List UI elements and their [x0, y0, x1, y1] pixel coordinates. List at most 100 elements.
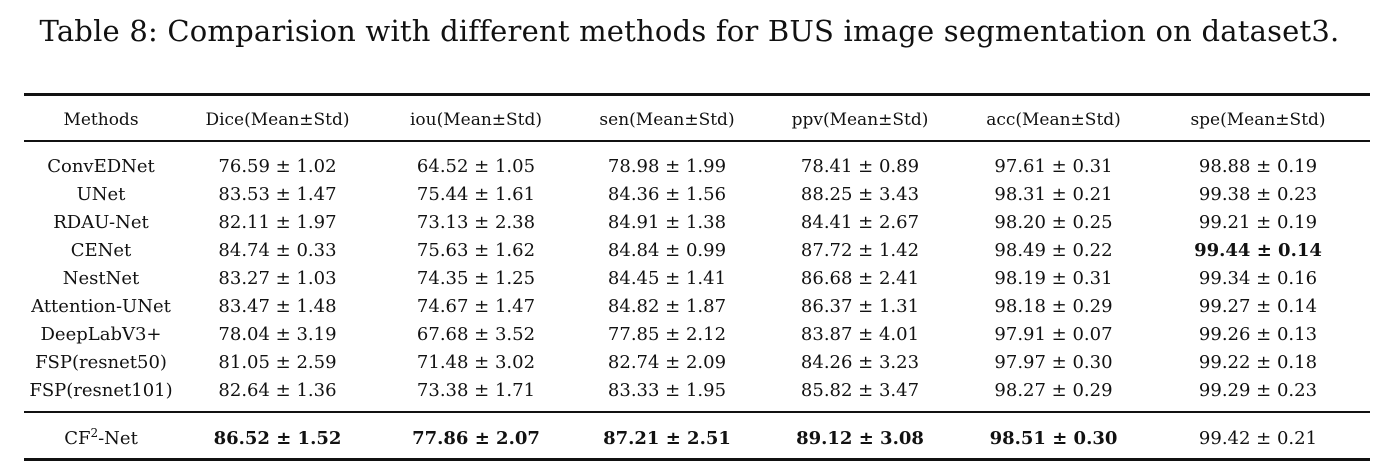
table-row: UNet 83.53 ± 1.47 75.44 ± 1.61 84.36 ± 1.56…	[24, 180, 1370, 208]
value-cell: 83.33 ± 1.95	[607, 379, 727, 401]
value-cell: 98.19 ± 0.31	[994, 267, 1113, 289]
value-cell: 98.49 ± 0.22	[994, 239, 1113, 261]
value-cell: 84.84 ± 0.99	[607, 239, 727, 261]
bottom-rule	[24, 458, 1370, 461]
value-cell: 86.52 ± 1.52	[213, 427, 342, 449]
value-cell: 67.68 ± 3.52	[416, 323, 536, 345]
method-cell: FSP(resnet50)	[35, 351, 167, 373]
value-cell: 71.48 ± 3.02	[416, 351, 536, 373]
value-cell: 97.91 ± 0.07	[994, 323, 1113, 345]
value-cell: 84.45 ± 1.41	[607, 267, 727, 289]
value-cell: 82.11 ± 1.97	[218, 211, 337, 233]
value-cell: 87.72 ± 1.42	[800, 239, 920, 261]
value-cell: 75.63 ± 1.62	[416, 239, 536, 261]
value-cell: 77.86 ± 2.07	[412, 427, 540, 449]
method-cell: CF2-Net	[24, 422, 178, 454]
table-row: DeepLabV3+ 78.04 ± 3.19 67.68 ± 3.52 77.85 …	[24, 320, 1370, 348]
value-cell: 78.41 ± 0.89	[800, 155, 920, 177]
value-cell: 99.29 ± 0.23	[1198, 379, 1318, 401]
table-row: FSP(resnet50) 81.05 ± 2.59 71.48 ± 3.02 82.…	[24, 348, 1370, 376]
value-cell: 83.27 ± 1.03	[218, 267, 337, 289]
value-cell: 73.13 ± 2.38	[416, 211, 536, 233]
top-rule	[24, 93, 1370, 96]
value-cell: 81.05 ± 2.59	[218, 351, 337, 373]
method-cell: FSP(resnet101)	[29, 379, 173, 401]
value-cell: 77.85 ± 2.12	[607, 323, 727, 345]
value-cell: 82.74 ± 2.09	[607, 351, 727, 373]
table-row: Attention-UNet 83.47 ± 1.48 74.67 ± 1.47 84…	[24, 292, 1370, 320]
value-cell: 99.38 ± 0.23	[1198, 183, 1318, 205]
value-cell: 83.47 ± 1.48	[218, 295, 337, 317]
value-cell: 84.82 ± 1.87	[607, 295, 727, 317]
method-name-sup: 2	[90, 425, 99, 440]
value-cell: 86.37 ± 1.31	[800, 295, 920, 317]
value-cell: 84.36 ± 1.56	[607, 183, 727, 205]
header-rule	[24, 140, 1370, 142]
value-cell: 89.12 ± 3.08	[796, 427, 924, 449]
method-cell: RDAU-Net	[53, 211, 149, 233]
table-row: ConvEDNet 76.59 ± 1.02 64.52 ± 1.05 78.98 ±…	[24, 152, 1370, 180]
col-header-methods: Methods	[63, 110, 139, 130]
header-row: Methods Dice(Mean±Std) iou(Mean±Std) sen…	[24, 104, 1370, 136]
value-cell: 99.44 ± 0.14	[1194, 239, 1322, 261]
value-cell: 84.41 ± 2.67	[800, 211, 920, 233]
value-cell: 98.27 ± 0.29	[994, 379, 1113, 401]
value-cell: 78.98 ± 1.99	[607, 155, 727, 177]
col-header-acc: acc(Mean±Std)	[986, 110, 1121, 130]
method-cell: UNet	[76, 183, 126, 205]
value-cell: 83.53 ± 1.47	[218, 183, 337, 205]
col-header-spe: spe(Mean±Std)	[1190, 110, 1326, 130]
col-header-iou: iou(Mean±Std)	[409, 110, 543, 130]
value-cell: 98.51 ± 0.30	[989, 427, 1118, 449]
value-cell: 73.38 ± 1.71	[416, 379, 536, 401]
col-header-sen: sen(Mean±Std)	[599, 110, 735, 130]
value-cell: 99.21 ± 0.19	[1198, 211, 1318, 233]
value-cell: 97.97 ± 0.30	[994, 351, 1113, 373]
value-cell: 98.88 ± 0.19	[1198, 155, 1318, 177]
table-header: Methods Dice(Mean±Std) iou(Mean±Std) sen…	[24, 104, 1370, 136]
value-cell: 84.91 ± 1.38	[607, 211, 727, 233]
method-cell: ConvEDNet	[47, 155, 155, 177]
value-cell: 99.22 ± 0.18	[1198, 351, 1318, 373]
value-cell: 85.82 ± 3.47	[800, 379, 920, 401]
table-row: FSP(resnet101) 82.64 ± 1.36 73.38 ± 1.71 83…	[24, 376, 1370, 404]
value-cell: 64.52 ± 1.05	[416, 155, 536, 177]
method-cell: Attention-UNet	[31, 295, 171, 317]
value-cell: 86.68 ± 2.41	[800, 267, 920, 289]
method-name-suffix: -Net	[98, 427, 138, 449]
method-cell: DeepLabV3+	[40, 323, 162, 345]
value-cell: 98.18 ± 0.29	[994, 295, 1113, 317]
value-cell: 99.42 ± 0.21	[1198, 427, 1318, 449]
value-cell: 76.59 ± 1.02	[218, 155, 337, 177]
value-cell: 84.74 ± 0.33	[218, 239, 337, 261]
table-row-cf2net: CF2-Net 86.52 ± 1.52 77.86 ± 2.07 87.21 …	[24, 422, 1370, 454]
value-cell: 99.34 ± 0.16	[1198, 267, 1318, 289]
value-cell: 99.26 ± 0.13	[1198, 323, 1318, 345]
value-cell: 87.21 ± 2.51	[603, 427, 731, 449]
value-cell: 74.35 ± 1.25	[416, 267, 536, 289]
value-cell: 88.25 ± 3.43	[800, 183, 920, 205]
mid-rule	[24, 411, 1370, 413]
table-row: CENet 84.74 ± 0.33 75.63 ± 1.62 84.84 ± 0.9…	[24, 236, 1370, 264]
value-cell: 97.61 ± 0.31	[994, 155, 1113, 177]
final-row-table: CF2-Net 86.52 ± 1.52 77.86 ± 2.07 87.21 …	[24, 422, 1370, 454]
method-name-base: CF	[64, 427, 91, 449]
method-cell: NestNet	[62, 267, 140, 289]
value-cell: 82.64 ± 1.36	[218, 379, 337, 401]
value-cell: 99.27 ± 0.14	[1198, 295, 1318, 317]
value-cell: 78.04 ± 3.19	[218, 323, 337, 345]
table-row: NestNet 83.27 ± 1.03 74.35 ± 1.25 84.45 ± 1…	[24, 264, 1370, 292]
results-table: ConvEDNet 76.59 ± 1.02 64.52 ± 1.05 78.98 ±…	[24, 152, 1370, 404]
table-caption: Table 8: Comparision with different meth…	[39, 14, 1340, 48]
table-body: ConvEDNet 76.59 ± 1.02 64.52 ± 1.05 78.98 ±…	[24, 152, 1370, 404]
value-cell: 83.87 ± 4.01	[800, 323, 920, 345]
value-cell: 74.67 ± 1.47	[416, 295, 536, 317]
col-header-ppv: ppv(Mean±Std)	[791, 110, 929, 130]
value-cell: 75.44 ± 1.61	[416, 183, 536, 205]
col-header-dice: Dice(Mean±Std)	[205, 110, 350, 130]
value-cell: 98.31 ± 0.21	[994, 183, 1113, 205]
method-cell: CENet	[70, 239, 132, 261]
value-cell: 84.26 ± 3.23	[800, 351, 920, 373]
table-row: RDAU-Net 82.11 ± 1.97 73.13 ± 2.38 84.91 ± …	[24, 208, 1370, 236]
value-cell: 98.20 ± 0.25	[994, 211, 1113, 233]
